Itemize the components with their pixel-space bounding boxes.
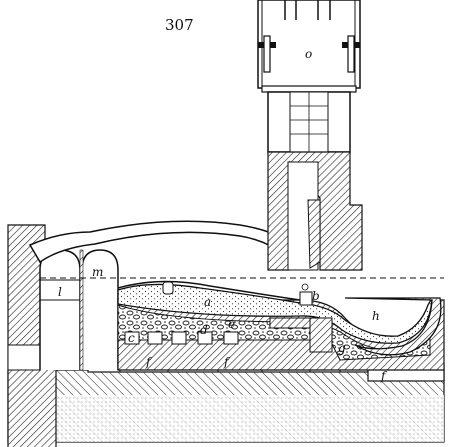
label-f-middle: f xyxy=(223,355,231,369)
label-m: m xyxy=(92,265,103,279)
label-g: g xyxy=(338,341,346,355)
label-c: c xyxy=(128,331,135,345)
chimney-stack xyxy=(257,0,363,271)
label-f-right: f xyxy=(380,369,388,383)
left-wall-lower-block xyxy=(7,344,41,371)
charge-bed xyxy=(117,283,433,344)
ore-pieces xyxy=(162,281,313,306)
label-a: a xyxy=(204,295,211,309)
label-h: h xyxy=(372,309,380,323)
twin-arch-chambers xyxy=(39,249,119,371)
label-l: l xyxy=(58,285,62,299)
grate-ports xyxy=(124,317,333,353)
foundation-ground-stipple xyxy=(8,395,444,442)
label-d: d xyxy=(200,323,208,337)
bowl xyxy=(344,297,442,356)
label-f-left: f xyxy=(145,355,153,369)
label-b: b xyxy=(312,289,320,303)
label-e: e xyxy=(228,317,235,331)
figure-number: 307 xyxy=(165,16,194,34)
label-o: o xyxy=(305,47,312,61)
